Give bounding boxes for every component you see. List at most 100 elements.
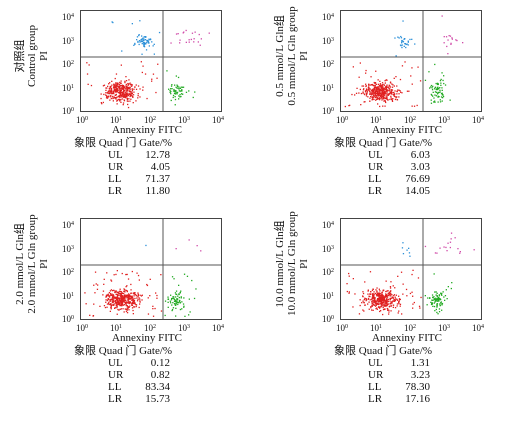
- event-point: [130, 299, 133, 301]
- event-point: [118, 300, 120, 302]
- event-point: [381, 294, 384, 296]
- event-point: [372, 89, 374, 91]
- tick-exponent: 0: [85, 116, 88, 122]
- event-point: [388, 93, 390, 95]
- event-point: [152, 73, 155, 75]
- tick-exponent: 2: [413, 116, 416, 122]
- event-point: [383, 298, 385, 300]
- event-point: [381, 295, 384, 297]
- quadrant-table: 象限 Quad 门 Gate/% UL 0.12 UR 0.82 LL 83.34 LR 15.…: [74, 345, 172, 405]
- event-point: [140, 295, 143, 297]
- event-point: [363, 88, 365, 90]
- event-point: [112, 100, 114, 102]
- event-point: [379, 83, 382, 85]
- event-point: [376, 290, 378, 292]
- event-point: [173, 88, 175, 91]
- event-point: [102, 101, 104, 104]
- event-point: [125, 295, 127, 298]
- event-point: [364, 90, 367, 92]
- event-point: [387, 300, 389, 303]
- event-point: [133, 306, 136, 308]
- event-point: [118, 302, 120, 304]
- event-point: [193, 41, 195, 43]
- event-point: [122, 85, 124, 88]
- event-point: [369, 90, 371, 92]
- event-point: [108, 89, 111, 91]
- event-point: [108, 87, 110, 90]
- event-point: [386, 85, 388, 88]
- event-point: [450, 238, 452, 240]
- event-point: [402, 253, 405, 255]
- gate-value: 14.05: [405, 185, 430, 197]
- event-point: [386, 303, 389, 306]
- event-point: [377, 293, 380, 295]
- event-point: [374, 82, 377, 84]
- event-point: [167, 298, 170, 300]
- event-point: [348, 105, 350, 107]
- event-point: [131, 307, 134, 309]
- event-point: [398, 300, 400, 302]
- event-point: [438, 308, 441, 310]
- event-point: [127, 88, 129, 90]
- event-point: [124, 95, 127, 97]
- table-row: UL 1.31: [334, 357, 432, 369]
- event-point: [368, 83, 370, 86]
- event-point: [188, 239, 190, 241]
- tick-exponent: 1: [379, 116, 382, 122]
- event-point: [434, 91, 437, 93]
- event-point: [382, 98, 384, 100]
- event-point: [381, 84, 383, 86]
- event-point: [181, 86, 184, 88]
- event-point: [371, 92, 373, 94]
- event-point: [127, 297, 129, 299]
- event-point: [445, 36, 448, 38]
- event-point: [367, 290, 369, 292]
- event-point: [388, 293, 390, 296]
- event-point: [130, 93, 132, 96]
- group-label: 2.0 mmol/L Gln组 2.0 mmol/L Gln group PI: [14, 212, 50, 316]
- event-point: [379, 301, 381, 303]
- quadrant-points-ur: [441, 15, 464, 55]
- event-point: [390, 91, 392, 93]
- event-point: [126, 95, 129, 97]
- y-tick-label: 102: [62, 267, 74, 277]
- x-tick-label: 100: [76, 115, 88, 125]
- event-point: [149, 39, 151, 41]
- event-point: [380, 306, 382, 308]
- tick-base: 10: [110, 115, 119, 125]
- event-point: [440, 293, 442, 296]
- event-point: [106, 87, 108, 89]
- event-point: [171, 309, 173, 312]
- event-point: [172, 94, 175, 97]
- event-point: [194, 91, 196, 93]
- event-point: [386, 95, 388, 97]
- tick-base: 10: [212, 323, 221, 333]
- event-point: [180, 93, 183, 95]
- event-point: [139, 41, 141, 43]
- event-point: [380, 303, 382, 305]
- event-point: [431, 294, 434, 296]
- event-point: [407, 44, 409, 46]
- event-point: [114, 307, 116, 309]
- event-point: [383, 302, 385, 304]
- event-point: [124, 297, 126, 299]
- event-point: [371, 94, 373, 96]
- event-point: [133, 293, 135, 295]
- event-point: [365, 92, 367, 95]
- quad-name: UR: [108, 161, 124, 173]
- event-point: [132, 313, 134, 315]
- event-point: [437, 101, 439, 103]
- table-row: UR 4.05: [74, 161, 172, 173]
- event-point: [156, 294, 158, 297]
- event-point: [128, 295, 130, 297]
- event-point: [129, 100, 131, 102]
- tick-exponent: 1: [331, 83, 334, 90]
- event-point: [371, 90, 373, 92]
- event-point: [104, 306, 107, 309]
- event-point: [376, 98, 378, 100]
- event-point: [369, 271, 372, 273]
- event-point: [378, 97, 380, 99]
- event-point: [114, 297, 116, 300]
- tick-base: 10: [212, 115, 221, 125]
- event-point: [175, 296, 177, 298]
